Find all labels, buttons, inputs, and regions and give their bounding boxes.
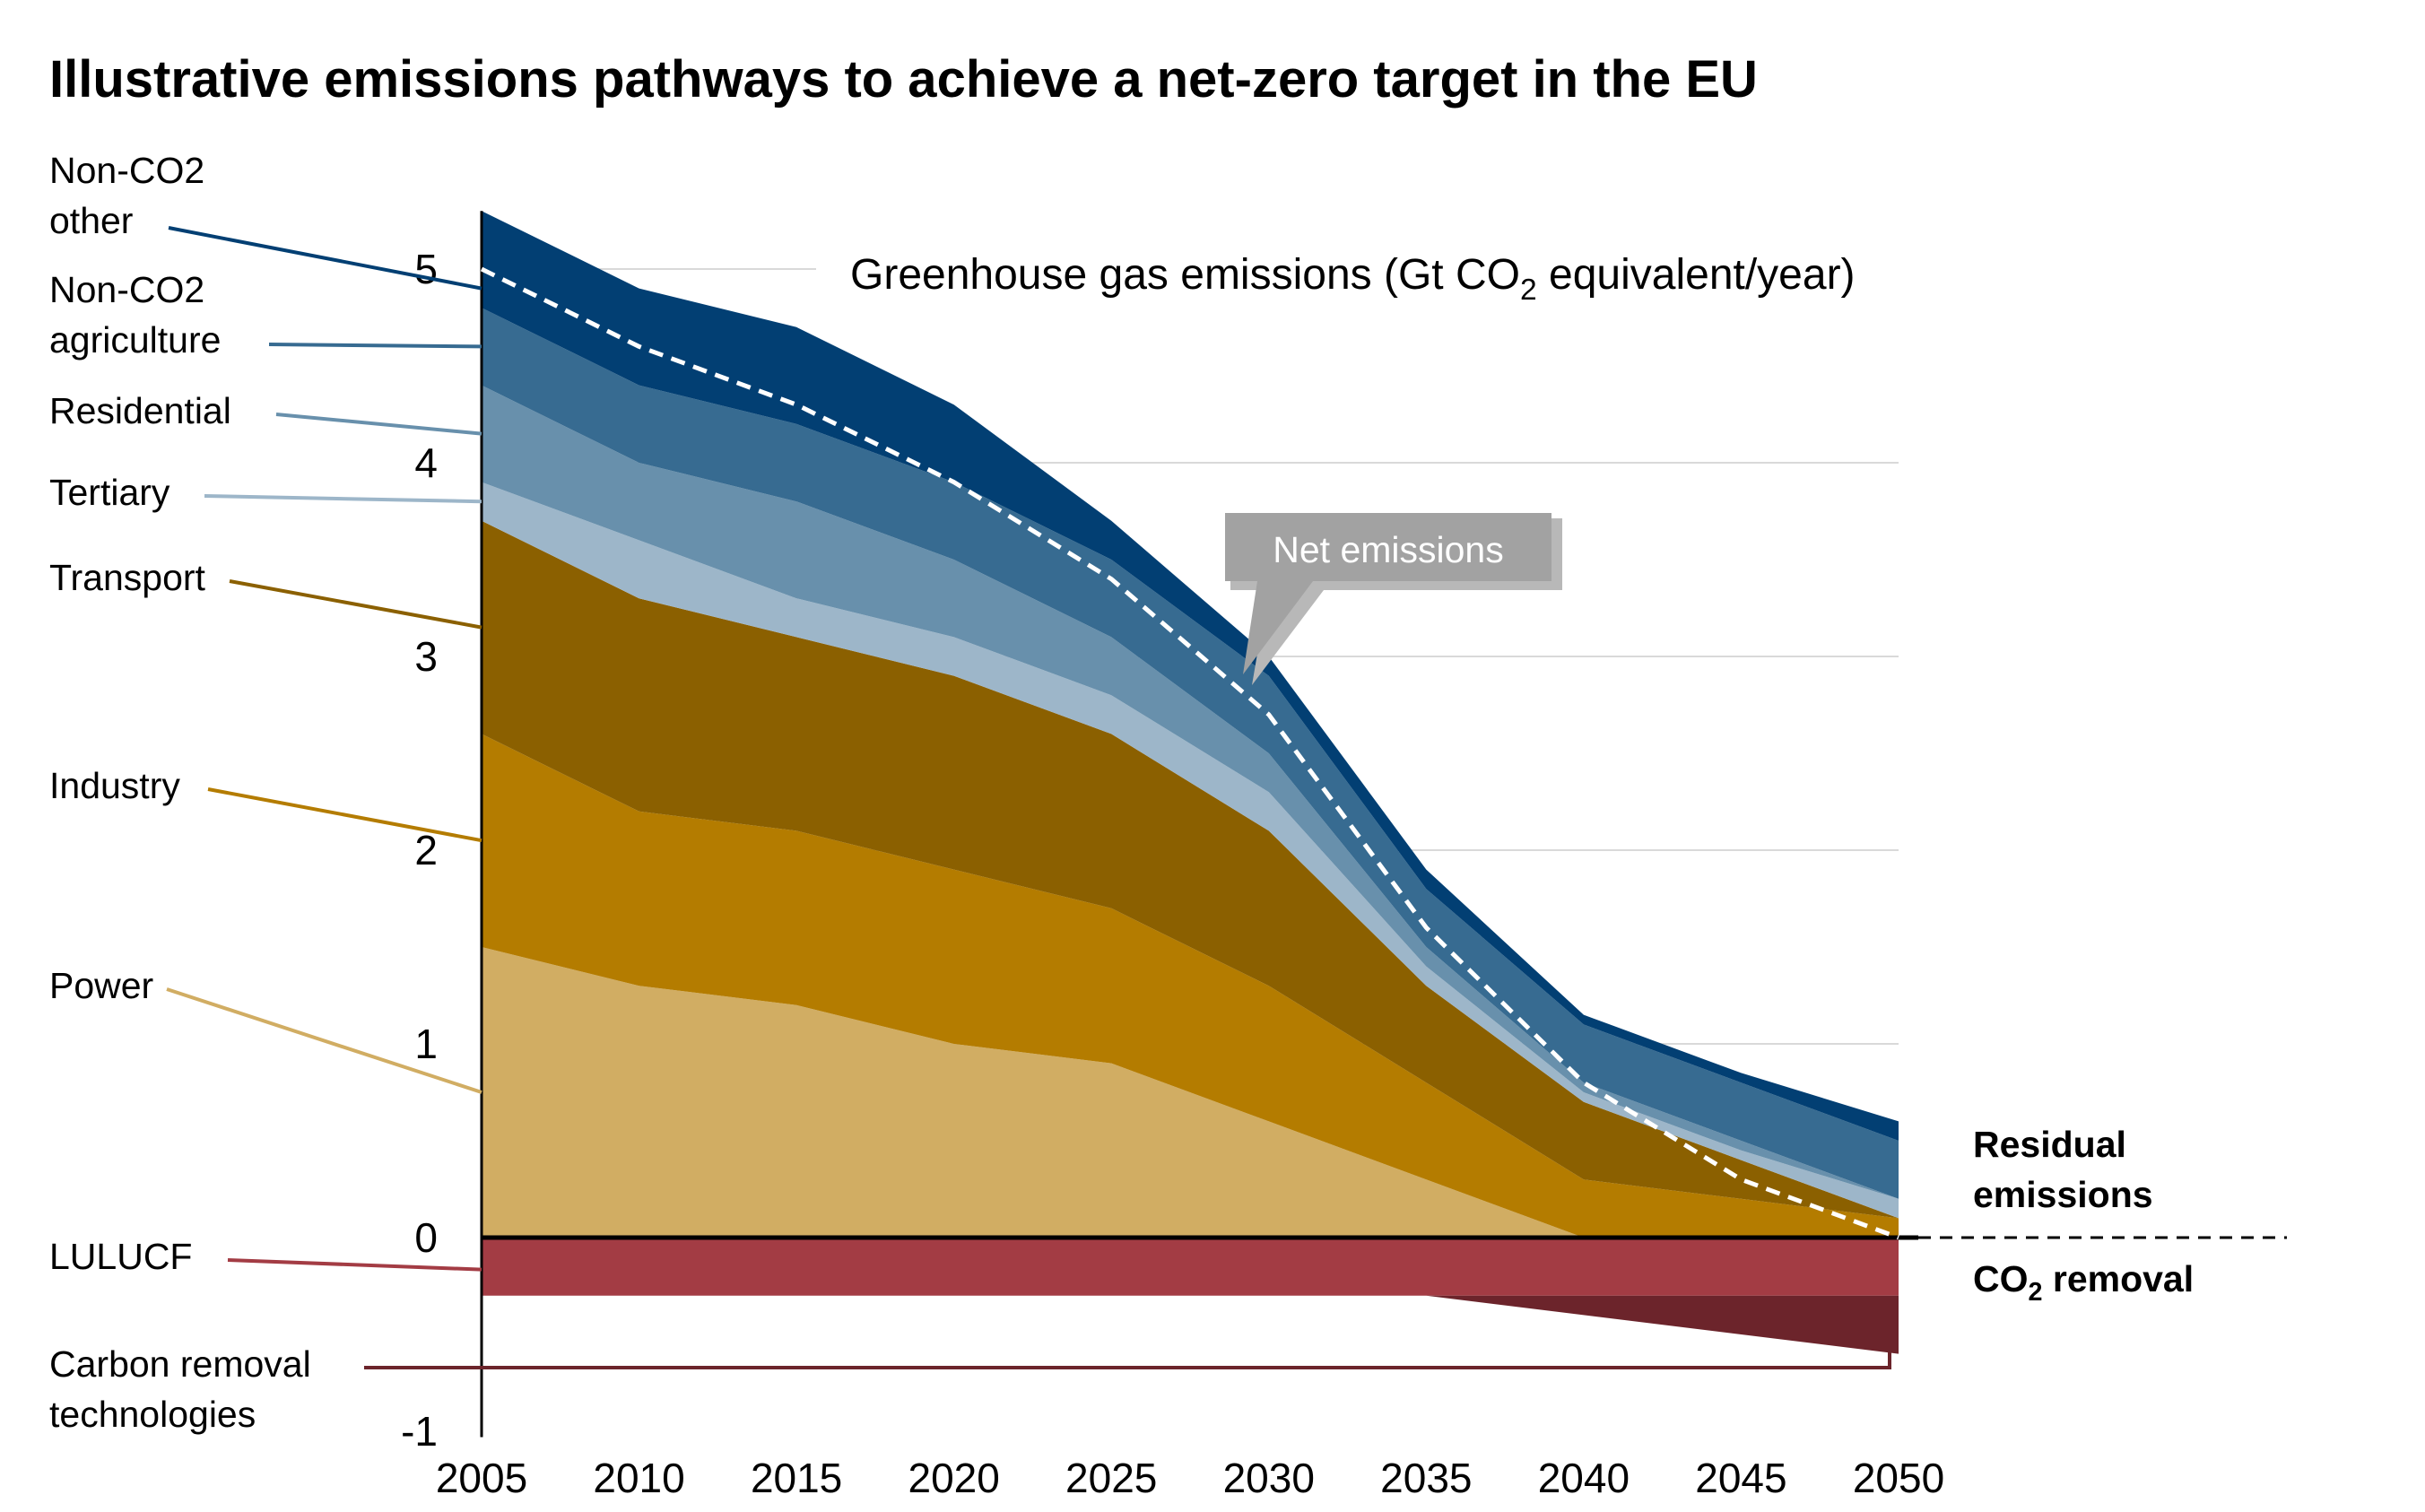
x-tick-label: 2050 (1853, 1455, 1944, 1501)
series-label-line: technologies (49, 1394, 256, 1435)
series-leader-line (204, 494, 482, 504)
series-leader-line (229, 579, 482, 630)
removal-prefix: CO (1973, 1258, 2029, 1299)
residual-label-line2: emissions (1973, 1174, 2153, 1215)
emission-areas (482, 211, 1899, 1238)
area-carbon-removal-technologies (482, 1295, 1899, 1354)
x-tick-label: 2010 (593, 1455, 684, 1501)
co2-removal-label: CO2 removal (1973, 1258, 2194, 1307)
removal-subscript: 2 (2029, 1278, 2043, 1307)
ylabel-suffix: equivalent/year) (1537, 251, 1856, 299)
series-leader-line (364, 1325, 1891, 1369)
series-leader-line (207, 787, 482, 843)
series-label-line: Transport (49, 557, 206, 598)
x-tick-label: 2005 (436, 1455, 527, 1501)
series-label-line: LULUCF (49, 1236, 192, 1277)
area-non-co2-other (482, 211, 1899, 1142)
callout-text: Net emissions (1273, 529, 1503, 570)
series-leader-line (268, 343, 482, 349)
area-non-co2-agriculture (482, 308, 1899, 1199)
series-label-line: Industry (49, 765, 180, 806)
series-leader-line (227, 1258, 482, 1272)
area-transport (482, 520, 1899, 1219)
y-tick-label: -1 (401, 1408, 438, 1455)
series-leader-line (168, 226, 482, 291)
area-tertiary (482, 482, 1899, 1219)
y-tick-label: 0 (414, 1214, 438, 1261)
y-tick-label: 1 (414, 1021, 438, 1067)
series-label-line: Non-CO2 (49, 150, 204, 191)
removal-suffix: removal (2042, 1258, 2194, 1299)
area-industry (482, 734, 1899, 1238)
series-label-line: Carbon removal (49, 1343, 311, 1385)
y-tick-label: 4 (414, 439, 438, 486)
y-axis-label: Greenhouse gas emissions (Gt CO2 equival… (850, 251, 1856, 307)
x-tick-label: 2015 (751, 1455, 842, 1501)
y-tick-labels: -1 0 1 2 3 4 5 (401, 246, 438, 1455)
x-tick-label: 2040 (1538, 1455, 1630, 1501)
net-emissions-callout: Net emissions (1225, 513, 1562, 685)
removal-areas (482, 1238, 1899, 1354)
net-emissions-line (480, 266, 1899, 1240)
series-label-line: Power (49, 965, 153, 1006)
series-leader-line (275, 413, 482, 436)
x-tick-label: 2045 (1695, 1455, 1786, 1501)
y-tick-label: 2 (414, 827, 438, 873)
x-tick-label: 2020 (908, 1455, 999, 1501)
y-tick-label: 3 (414, 633, 438, 680)
x-tick-labels: 2005 2010 2015 2020 2025 2030 2035 2040 2045 2050 (436, 1455, 1944, 1501)
x-tick-label: 2030 (1223, 1455, 1315, 1501)
ylabel-prefix: Greenhouse gas emissions (Gt CO (850, 251, 1520, 299)
series-labels: Non-CO2 other Non-CO2 agriculture Residentia… (49, 150, 1891, 1435)
x-tick-label: 2035 (1380, 1455, 1472, 1501)
series-label-line: Residential (49, 390, 231, 431)
series-label-line: other (49, 200, 133, 241)
series-label-line: Non-CO2 (49, 269, 204, 310)
x-tick-label: 2025 (1065, 1455, 1157, 1501)
series-label-line: agriculture (49, 319, 221, 361)
area-residential (482, 385, 1899, 1199)
series-label-line: Tertiary (49, 472, 170, 513)
ylabel-subscript: 2 (1520, 274, 1537, 307)
residual-label-line1: Residual (1973, 1124, 2126, 1165)
chart-title: Illustrative emissions pathways to achie… (49, 50, 1758, 109)
y-tick-label: 5 (414, 246, 438, 292)
series-leader-line (166, 987, 482, 1094)
area-lulucf (482, 1238, 1899, 1296)
